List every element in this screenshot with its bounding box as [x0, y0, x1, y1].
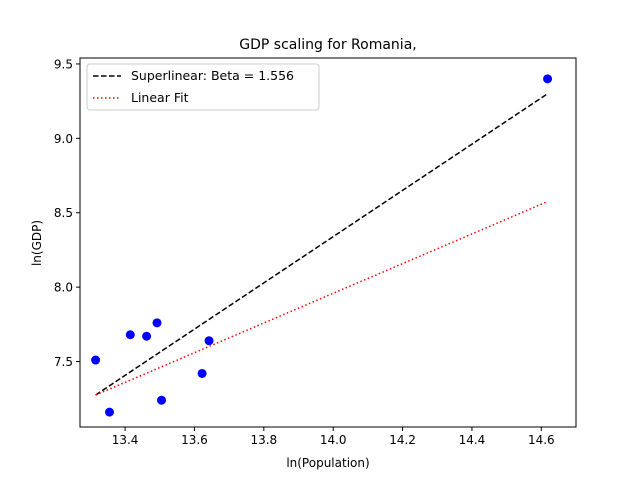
legend: Superlinear: Beta = 1.556 Linear Fit — [86, 63, 320, 111]
x-tick-label: 13.4 — [112, 433, 139, 447]
chart-title: GDP scaling for Romania, — [239, 37, 416, 53]
data-point — [91, 355, 101, 365]
y-tick-label: 8.0 — [54, 281, 73, 295]
y-axis: 7.5 8.0 8.5 9.0 9.5 — [54, 57, 80, 369]
data-point — [543, 74, 553, 84]
data-point — [197, 368, 207, 378]
x-tick-label: 14.2 — [389, 433, 416, 447]
y-tick-label: 8.5 — [54, 206, 73, 220]
data-point — [125, 330, 135, 340]
x-tick-label: 14.6 — [528, 433, 555, 447]
data-point — [157, 395, 167, 405]
data-point — [152, 318, 162, 328]
fit-line-superlinear — [95, 93, 548, 396]
fit-line-linear — [95, 200, 548, 396]
x-tick-label: 13.6 — [181, 433, 208, 447]
plot-marks — [91, 74, 553, 417]
y-tick-label: 7.5 — [54, 355, 73, 369]
x-axis: 13.4 13.6 13.8 14.0 14.2 14.4 14.6 — [112, 427, 555, 447]
y-tick-label: 9.0 — [54, 132, 73, 146]
x-axis-label: ln(Population) — [286, 456, 369, 470]
data-point — [104, 407, 114, 417]
legend-box — [86, 63, 320, 111]
x-tick-label: 14.0 — [320, 433, 347, 447]
legend-label-linear: Linear Fit — [131, 90, 189, 105]
plot-frame — [79, 57, 577, 428]
legend-label-superlinear: Superlinear: Beta = 1.556 — [131, 68, 294, 83]
y-tick-label: 9.5 — [54, 57, 73, 71]
y-axis-label: ln(GDP) — [30, 220, 44, 266]
x-tick-label: 14.4 — [459, 433, 486, 447]
data-point — [142, 331, 152, 341]
x-tick-label: 13.8 — [250, 433, 277, 447]
data-point — [204, 336, 214, 346]
